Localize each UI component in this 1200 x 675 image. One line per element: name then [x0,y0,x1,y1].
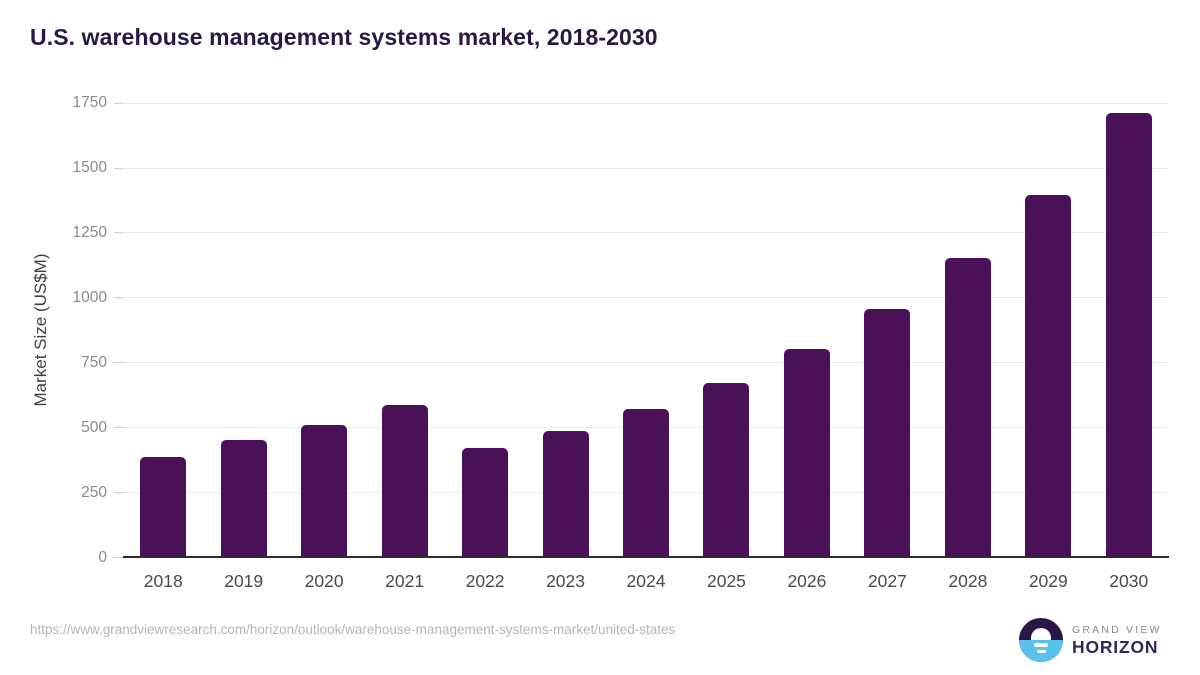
gridline-1250 [123,232,1169,234]
chart-title: U.S. warehouse management systems market… [30,24,658,50]
y-tick-label-500: 500 [81,418,107,436]
y-tick-label-250: 250 [81,483,107,501]
y-tick-1250 [114,232,123,234]
x-tick-label-2018: 2018 [143,571,183,591]
bar-2018 [140,457,187,557]
logo-text: GRAND VIEW HORIZON [1072,624,1162,657]
y-tick-label-1000: 1000 [72,288,107,306]
bar-2024 [623,408,669,557]
x-tick-label-2029: 2029 [1028,571,1068,591]
source-url: https://www.grandviewresearch.com/horizo… [30,622,676,637]
x-tick-label-2028: 2028 [948,571,988,591]
y-tick-250 [114,492,123,494]
bar-2025 [703,383,750,557]
bar-2022 [462,447,509,557]
x-axis-line [123,556,1169,558]
bar-2030 [1105,112,1152,557]
x-tick-label-2020: 2020 [304,571,344,591]
bar-2020 [301,424,348,557]
y-tick-label-750: 750 [81,353,107,371]
y-tick-label-1250: 1250 [72,223,107,241]
y-tick-500 [114,427,123,429]
x-tick-label-2019: 2019 [224,571,264,591]
bar-2023 [542,431,589,557]
bar-2028 [944,258,991,557]
gridline-1500 [123,167,1169,169]
y-tick-label-0: 0 [98,548,107,566]
bar-2019 [220,440,267,557]
x-tick-label-2030: 2030 [1109,571,1149,591]
y-tick-label-1750: 1750 [72,94,107,112]
grand-view-horizon-logo: GRAND VIEW HORIZON [1019,618,1162,662]
x-tick-label-2024: 2024 [626,571,666,591]
y-tick-750 [114,362,123,364]
x-tick-label-2026: 2026 [787,571,827,591]
x-tick-label-2027: 2027 [867,571,907,591]
bar-2021 [381,405,428,557]
y-tick-1750 [114,102,123,104]
y-tick-label-1500: 1500 [72,159,107,176]
bar-2029 [1025,194,1072,557]
logo-brand-name: GRAND VIEW [1072,623,1162,636]
gridline-1000 [123,297,1169,299]
x-tick-label-2022: 2022 [465,571,505,591]
y-tick-1500 [114,167,123,169]
y-axis-title: Market Size (US$M) [31,253,50,407]
x-tick-label-2025: 2025 [706,571,746,591]
y-tick-1000 [114,297,123,299]
gridline-1750 [123,102,1169,104]
x-tick-label-2023: 2023 [546,571,585,591]
horizon-sunrise-icon [1019,618,1063,662]
y-tick-0 [114,557,123,558]
bar-2027 [864,309,911,557]
logo-product-name: HORIZON [1072,636,1159,657]
gridline-750 [123,362,1169,364]
x-tick-label-2021: 2021 [385,571,425,591]
bar-2026 [783,349,830,557]
